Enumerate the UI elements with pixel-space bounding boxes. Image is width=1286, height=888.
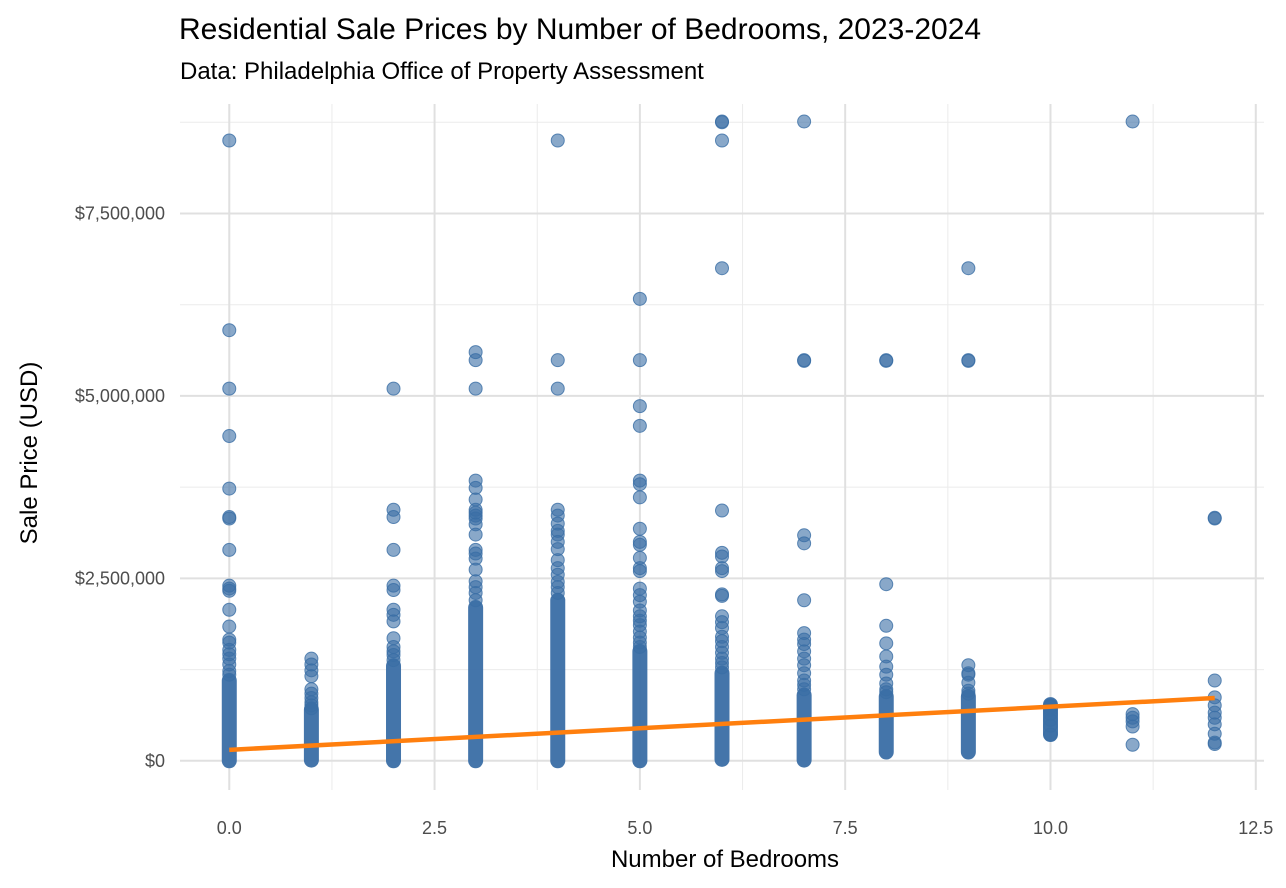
- data-point: [797, 536, 812, 551]
- data-point: [222, 481, 237, 496]
- data-point: [386, 542, 401, 557]
- data-point: [715, 660, 729, 675]
- data-point: [222, 602, 237, 617]
- data-point: [961, 261, 976, 276]
- data-point: [550, 381, 565, 396]
- data-point: [632, 399, 647, 414]
- x-tick-label: 10.0: [1033, 818, 1068, 838]
- data-point: [797, 353, 812, 368]
- data-point: [468, 527, 483, 542]
- data-point: [386, 510, 401, 525]
- data-point: [879, 577, 894, 592]
- y-tick-label: $2,500,000: [75, 568, 165, 588]
- data-point: [632, 564, 647, 579]
- x-tick-label: 5.0: [627, 818, 652, 838]
- y-axis-title: Sale Price (USD): [16, 362, 43, 545]
- y-tick-labels: $0 $2,500,000 $5,000,000 $7,500,000: [75, 203, 165, 770]
- data-point: [386, 653, 401, 668]
- data-point: [550, 585, 565, 600]
- data-point: [222, 667, 237, 682]
- data-point: [386, 381, 401, 396]
- data-point: [961, 686, 976, 701]
- data-point: [550, 133, 565, 148]
- data-point: [1125, 737, 1140, 752]
- grid-layer: [180, 104, 1264, 790]
- data-point: [879, 685, 894, 700]
- data-point: [222, 429, 237, 444]
- data-point: [1207, 673, 1222, 688]
- data-point: [222, 542, 237, 557]
- data-point: [632, 353, 647, 368]
- data-point: [550, 353, 565, 368]
- data-point: [879, 353, 894, 368]
- data-point: [961, 353, 976, 368]
- data-point: [222, 583, 237, 598]
- y-tick-label: $5,000,000: [75, 386, 165, 406]
- data-point: [386, 614, 401, 629]
- chart-subtitle: Data: Philadelphia Office of Property As…: [180, 58, 704, 85]
- chart-title: Residential Sale Prices by Number of Bed…: [179, 13, 982, 46]
- data-point: [632, 418, 647, 433]
- data-point: [797, 682, 812, 697]
- data-point: [715, 588, 729, 603]
- data-point: [222, 619, 237, 634]
- data-point: [1043, 727, 1058, 742]
- data-point: [1125, 114, 1140, 129]
- data-point: [797, 114, 812, 129]
- data-point: [468, 381, 483, 396]
- data-point: [222, 381, 237, 396]
- data-point: [715, 564, 729, 579]
- data-point: [468, 480, 483, 495]
- data-point: [715, 503, 729, 518]
- x-tick-label: 0.0: [217, 818, 242, 838]
- data-point: [797, 593, 812, 608]
- data-point: [468, 353, 483, 368]
- data-point: [304, 669, 319, 684]
- data-point: [1207, 737, 1222, 752]
- trend-layer: [229, 695, 1215, 753]
- data-point: [715, 115, 729, 130]
- x-tick-label: 12.5: [1238, 818, 1273, 838]
- data-point: [715, 549, 729, 564]
- data-point: [715, 261, 729, 276]
- y-tick-label: $0: [145, 751, 165, 771]
- y-tick-label: $7,500,000: [75, 203, 165, 223]
- points-layer: [221, 114, 1222, 769]
- x-tick-label: 7.5: [833, 818, 858, 838]
- data-point: [222, 323, 237, 338]
- data-point: [632, 291, 647, 306]
- data-point: [632, 521, 647, 536]
- trend-line: [229, 695, 1215, 753]
- data-point: [222, 511, 237, 526]
- data-point: [304, 701, 319, 716]
- data-point: [468, 562, 483, 577]
- data-point: [222, 133, 237, 148]
- data-point: [715, 133, 729, 148]
- data-point: [632, 490, 647, 505]
- data-point: [879, 618, 894, 633]
- data-point: [632, 477, 647, 492]
- data-point: [632, 537, 647, 552]
- data-point: [468, 593, 483, 608]
- x-tick-labels: 0.0 2.5 5.0 7.5 10.0 12.5: [217, 818, 1274, 838]
- x-tick-label: 2.5: [422, 818, 447, 838]
- data-point: [632, 639, 647, 654]
- data-point: [1207, 511, 1222, 526]
- data-point: [1125, 719, 1140, 734]
- data-point: [386, 583, 401, 598]
- x-axis-title: Number of Bedrooms: [611, 846, 839, 873]
- data-point: [879, 636, 894, 651]
